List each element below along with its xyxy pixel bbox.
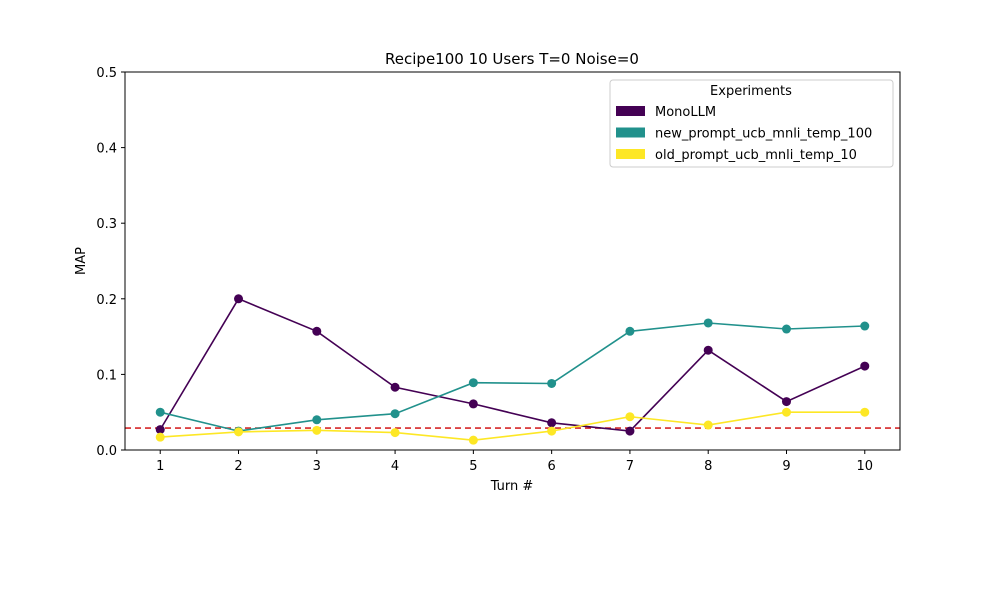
data-point [547,418,557,428]
series-2 [155,407,870,445]
data-point [781,324,791,334]
legend-entries: MonoLLM new_prompt_ucb_mnli_temp_100 old_p… [616,105,872,163]
data-point [468,378,478,388]
y-tick-label: 0.0 [96,444,117,459]
x-axis: 1 2 3 4 5 6 7 8 9 10 [156,450,873,474]
y-tick-label: 0.5 [96,66,117,81]
plot-area [124,71,901,451]
legend: Experiments MonoLLM new_prompt_ucb_mnli_t… [609,79,894,168]
x-tick-label: 3 [313,459,321,474]
data-point [390,382,400,392]
data-point [860,361,870,371]
data-point [860,321,870,331]
y-tick-label: 0.1 [96,368,117,383]
data-point [547,426,557,436]
y-tick-label: 0.2 [96,293,117,308]
data-point [234,294,244,304]
data-point [390,428,400,438]
data-point [312,425,322,435]
plot-frame [124,71,901,451]
x-tick-label: 10 [856,459,873,474]
data-point [860,407,870,417]
x-tick-label: 1 [156,459,164,474]
data-point [468,399,478,409]
data-point [703,318,713,328]
series-line [160,411,865,442]
legend-swatch [616,106,645,116]
x-tick-label: 4 [391,459,399,474]
data-point [703,420,713,430]
y-tick-label: 0.3 [96,217,117,232]
legend-swatch [616,127,645,138]
legend-entry-label: old_prompt_ucb_mnli_temp_10 [655,148,857,163]
series-0 [155,294,870,436]
legend-entry-label: new_prompt_ucb_mnli_temp_100 [655,127,872,142]
legend-swatch [616,149,645,159]
series-line [159,297,866,432]
data-point [547,378,557,388]
data-point [781,397,791,407]
data-point [390,409,400,419]
data-point [155,432,165,442]
data-point [155,425,165,435]
legend-entry-label: MonoLLM [655,105,716,120]
data-point [312,415,322,425]
y-tick-label: 0.4 [96,142,117,157]
data-point [468,435,478,445]
legend-box [609,79,894,168]
data-point [625,426,635,436]
x-tick-label: 8 [704,459,712,474]
chart-title: Recipe100 10 Users T=0 Noise=0 [385,50,639,68]
legend-title: Experiments [710,84,792,99]
x-tick-label: 9 [782,459,790,474]
data-point [625,412,635,422]
series-layer [155,294,870,445]
data-point [781,407,791,417]
x-tick-label: 7 [626,459,634,474]
data-point [234,427,244,437]
y-axis: 0.0 0.1 0.2 0.3 0.4 0.5 [96,66,125,459]
x-tick-label: 6 [548,459,556,474]
data-point [625,326,635,336]
x-tick-label: 5 [469,459,477,474]
x-axis-label: Turn # [490,479,534,494]
series-line [160,322,865,432]
data-point [155,407,165,417]
x-tick-label: 2 [234,459,242,474]
y-axis-label: MAP [74,247,89,275]
data-point [312,326,322,336]
data-point [703,345,713,355]
